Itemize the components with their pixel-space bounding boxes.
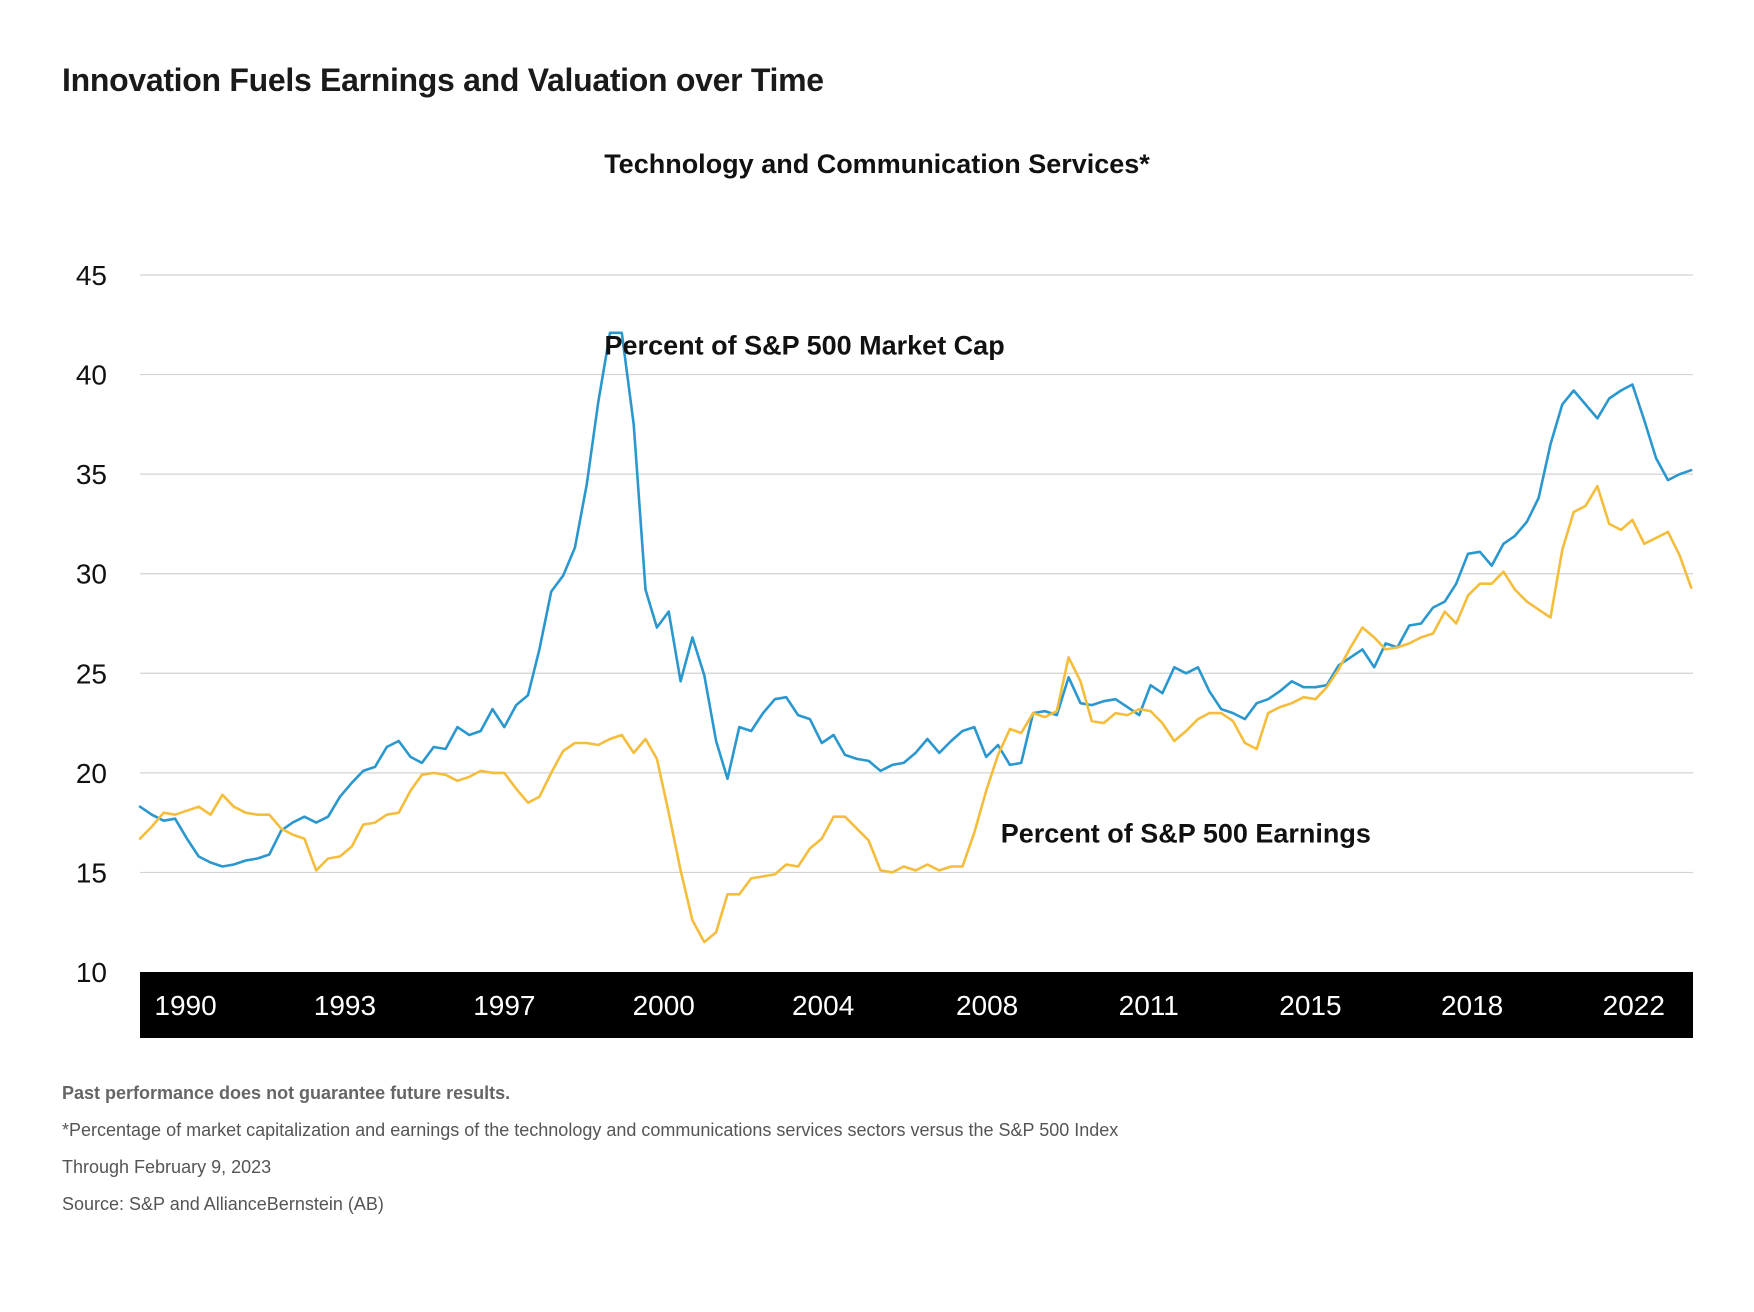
y-tick-label: 35 — [76, 459, 107, 490]
y-tick-label: 20 — [76, 758, 107, 789]
x-tick-label: 2000 — [633, 990, 695, 1021]
chart-notes: Past performance does not guarantee futu… — [62, 1082, 1462, 1230]
x-tick-label: 1990 — [154, 990, 216, 1021]
disclaimer: Past performance does not guarantee futu… — [62, 1083, 511, 1103]
x-tick-label: 2015 — [1279, 990, 1341, 1021]
y-tick-label: 40 — [76, 360, 107, 391]
annotation-earnings: Percent of S&P 500 Earnings — [1001, 819, 1371, 849]
x-tick-label: 2011 — [1119, 990, 1179, 1021]
source: Source: S&P and AllianceBernstein (AB) — [62, 1194, 384, 1214]
footnote: *Percentage of market capitalization and… — [62, 1120, 1119, 1140]
chart: Technology and Communication Services* 1… — [76, 149, 1693, 1038]
chart-title: Technology and Communication Services* — [604, 149, 1150, 179]
y-tick-label: 30 — [76, 559, 107, 590]
y-tick-label: 15 — [76, 857, 107, 888]
x-tick-label: 1993 — [314, 990, 376, 1021]
series — [138, 331, 1693, 944]
x-tick-label: 2018 — [1441, 990, 1503, 1021]
y-tick-label: 10 — [76, 957, 107, 988]
annotations: Percent of S&P 500 Market Cap Percent of … — [605, 331, 1371, 849]
x-tick-label: 2022 — [1603, 990, 1665, 1021]
y-axis: 10 15 20 25 30 35 40 45 — [76, 260, 107, 988]
annotation-market-cap: Percent of S&P 500 Market Cap — [605, 331, 1005, 361]
x-axis: 1990 1993 1997 2000 2004 2008 2011 2015 2018 2022 — [154, 990, 1665, 1021]
page-title: Innovation Fuels Earnings and Valuation … — [62, 62, 824, 98]
gridlines — [140, 274, 1693, 874]
x-axis-band — [140, 972, 1693, 1038]
chart-svg: Technology and Communication Services* 1… — [76, 149, 1693, 1038]
x-tick-label: 1997 — [473, 990, 535, 1021]
x-tick-label: 2004 — [792, 990, 854, 1021]
through-date: Through February 9, 2023 — [62, 1157, 272, 1177]
y-tick-label: 25 — [76, 658, 107, 689]
series-line-market-cap — [138, 331, 1693, 868]
series-line-earnings — [138, 484, 1693, 944]
x-tick-label: 2008 — [956, 990, 1018, 1021]
y-tick-label: 45 — [76, 260, 107, 291]
